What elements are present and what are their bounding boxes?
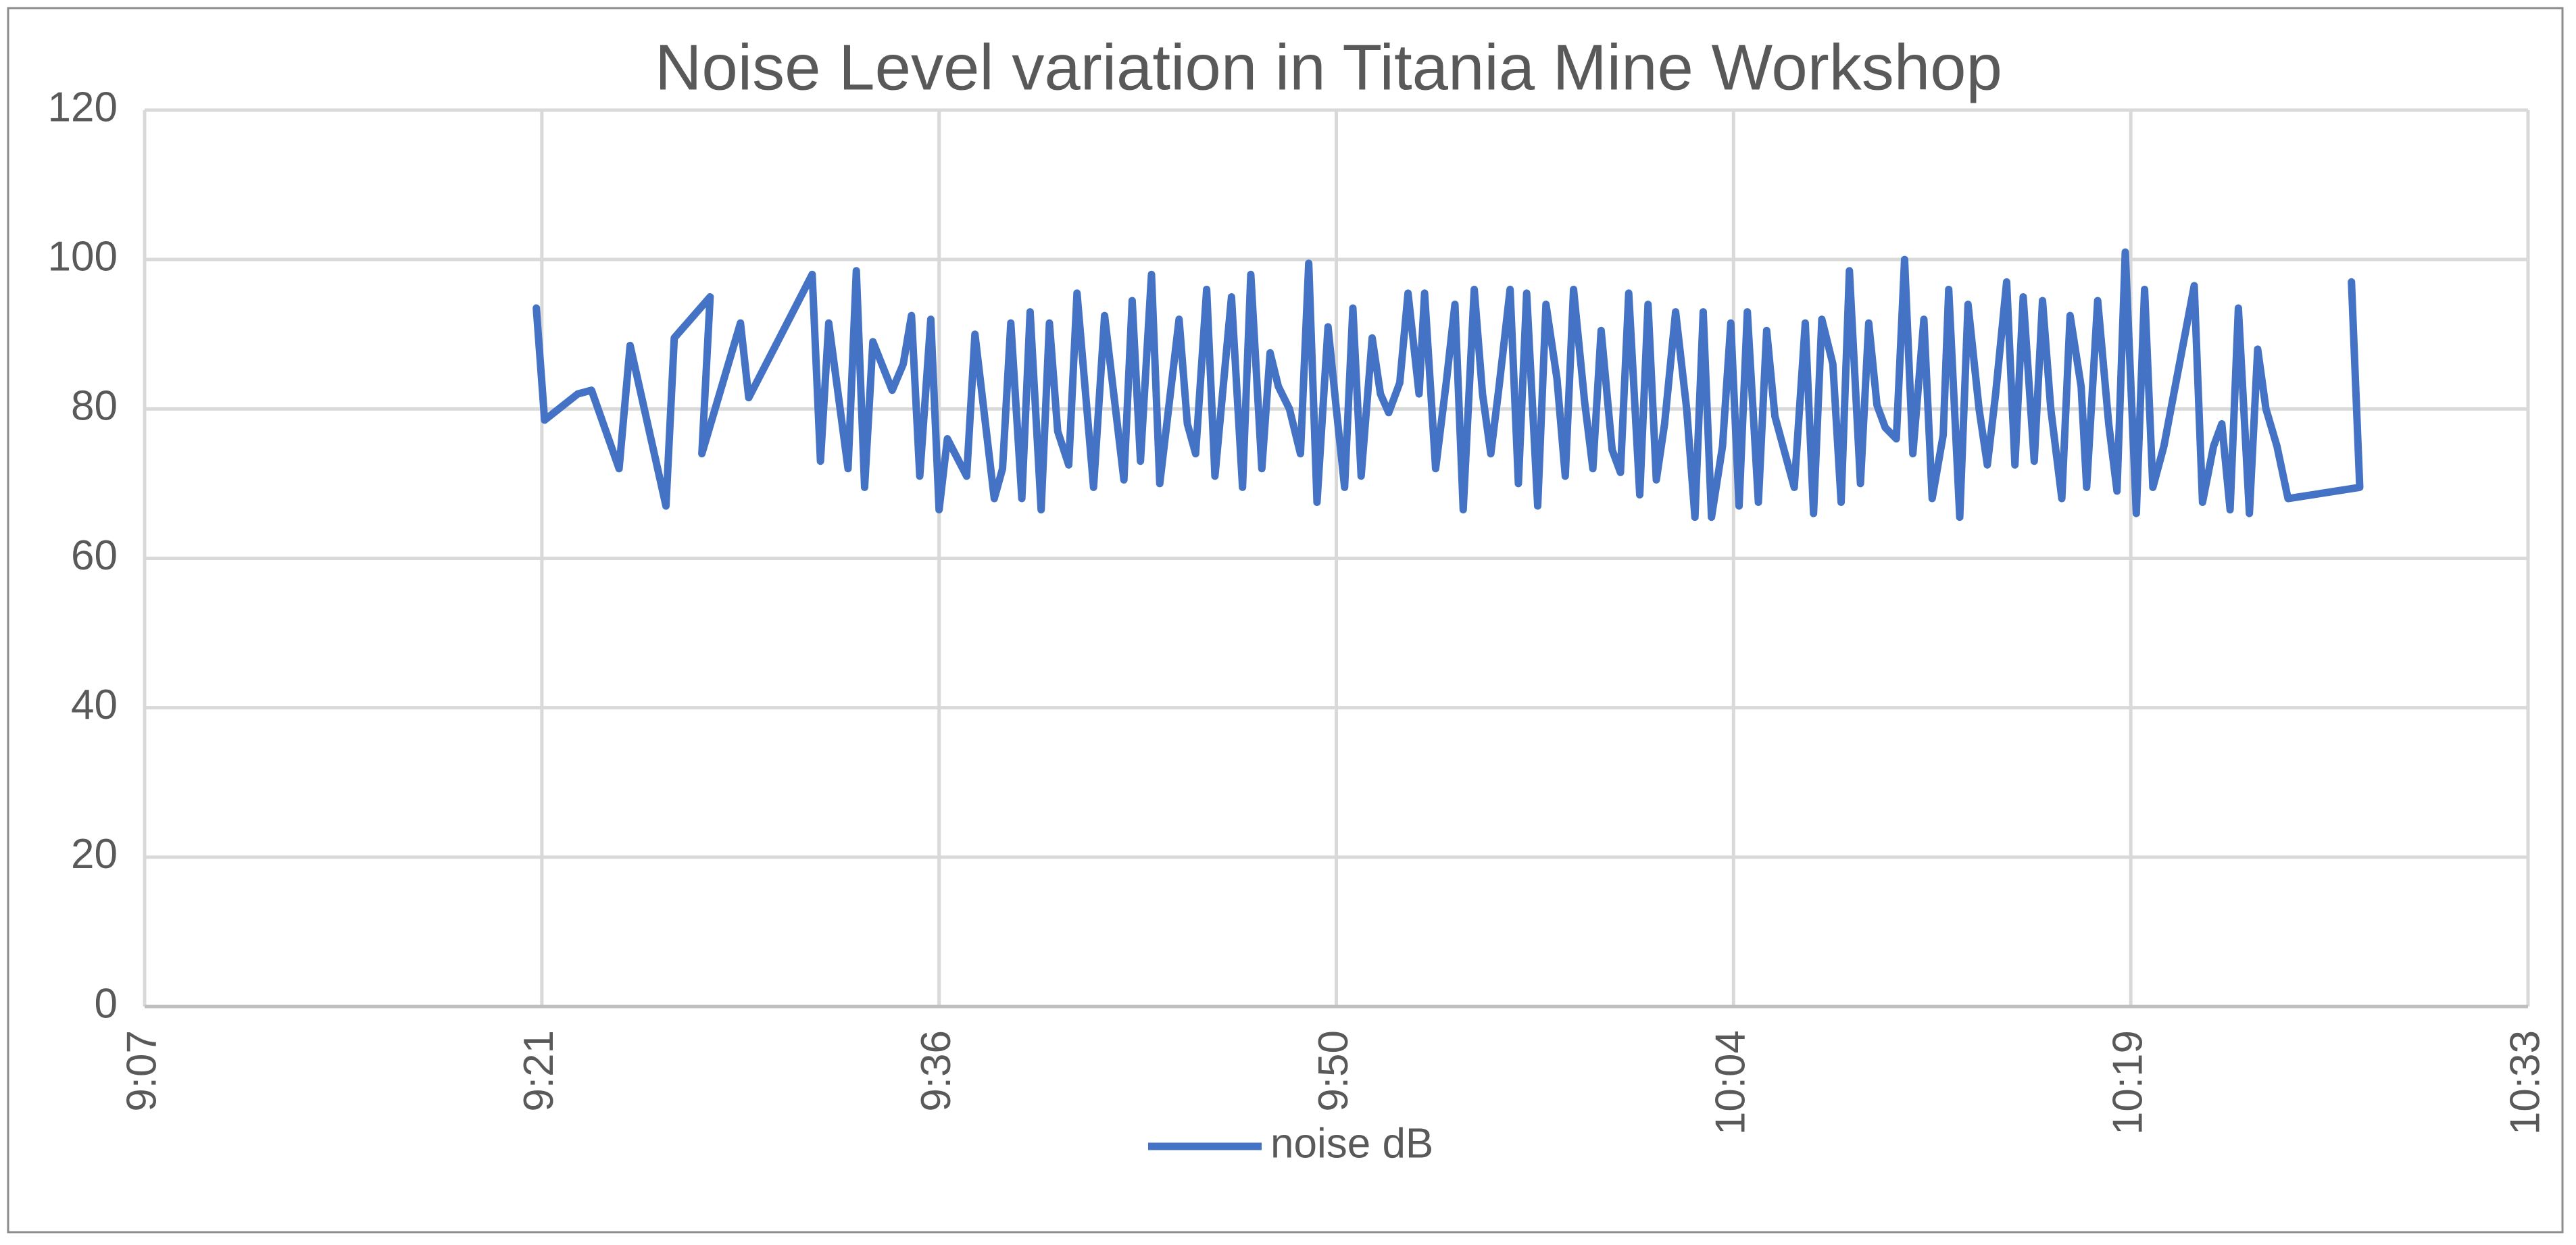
y-tick-label: 40	[71, 682, 118, 728]
y-tick-label: 100	[48, 234, 118, 280]
y-tick-label: 20	[71, 831, 118, 878]
x-tick-label: 10:33	[2502, 1030, 2548, 1135]
chart-border	[7, 7, 2564, 1234]
y-tick-label: 0	[95, 980, 118, 1027]
legend-label: noise dB	[1270, 1120, 1433, 1167]
x-tick-label: 9:07	[118, 1030, 165, 1112]
x-tick-label: 9:50	[1310, 1030, 1357, 1112]
y-tick-label: 80	[71, 383, 118, 430]
data-line	[532, 248, 2364, 522]
x-tick-label: 9:21	[516, 1030, 562, 1112]
x-tick-label: 9:36	[913, 1030, 960, 1112]
y-tick-label: 60	[71, 532, 118, 579]
x-tick-label: 10:19	[2105, 1030, 2152, 1135]
y-tick-label: 120	[48, 84, 118, 130]
x-tick-label: 10:04	[1708, 1030, 1754, 1135]
chart-title: Noise Level variation in Titania Mine Wo…	[655, 31, 2002, 103]
